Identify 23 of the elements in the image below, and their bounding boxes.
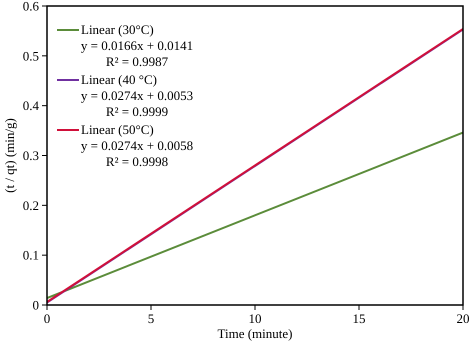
y-tick-label: 0 — [32, 298, 39, 313]
annotation: R² = 0.9998 — [106, 154, 168, 169]
x-axis-title: Time (minute) — [218, 326, 292, 341]
x-tick-label: 0 — [44, 311, 50, 326]
annotation: y = 0.0274x + 0.0058 — [80, 138, 194, 153]
y-tick-label: 0.3 — [22, 148, 39, 164]
y-tick-label: 0.1 — [22, 248, 39, 263]
legend-label: Linear (30°C) — [81, 22, 154, 37]
annotation: R² = 0.9987 — [106, 54, 169, 69]
y-tick-label: 0.5 — [22, 48, 39, 64]
x-tick-label: 20 — [456, 311, 470, 326]
legend-label: Linear (40 °C) — [81, 72, 157, 87]
annotation: R² = 0.9999 — [106, 104, 168, 119]
y-tick-label: 0.4 — [22, 98, 40, 114]
y-axis-title: (t / qt) (min/g) — [2, 118, 17, 193]
y-tick-label: 0.2 — [22, 198, 39, 213]
annotation: y = 0.0274x + 0.0053 — [80, 88, 194, 103]
x-tick-label: 10 — [248, 311, 262, 326]
annotation: y = 0.0166x + 0.0141 — [80, 38, 194, 53]
x-tick-label: 5 — [148, 311, 154, 326]
legend-label: Linear (50°C) — [81, 122, 154, 137]
x-tick-label: 15 — [352, 311, 366, 326]
y-tick-label: 0.6 — [22, 0, 40, 14]
